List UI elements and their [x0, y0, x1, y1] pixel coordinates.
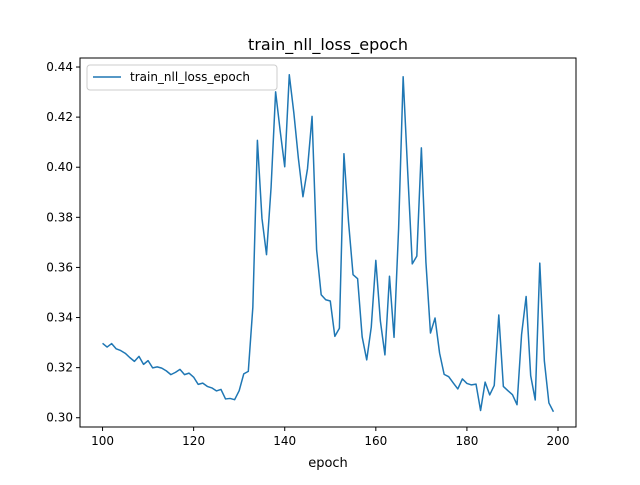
x-tick-label: 100 [91, 434, 114, 448]
y-tick-label: 0.42 [46, 110, 73, 124]
x-tick-label: 120 [182, 434, 205, 448]
x-axis: 100 120 140 160 180 200 [91, 427, 569, 448]
x-axis-label: epoch [308, 456, 348, 471]
legend: train_nll_loss_epoch [86, 64, 278, 91]
x-tick-label: 160 [364, 434, 387, 448]
legend-box [86, 64, 278, 91]
x-tick-label: 140 [273, 434, 296, 448]
y-tick-label: 0.32 [46, 361, 73, 375]
y-tick-label: 0.34 [46, 311, 73, 325]
axes-frame [79, 57, 577, 428]
x-tick-label: 180 [455, 434, 478, 448]
y-tick-label: 0.40 [46, 160, 73, 174]
y-tick-label: 0.30 [46, 411, 73, 425]
y-tick-label: 0.38 [46, 210, 73, 224]
legend-label: train_nll_loss_epoch [130, 70, 250, 84]
y-tick-label: 0.36 [46, 260, 73, 274]
x-tick-label: 200 [547, 434, 570, 448]
chart-title: train_nll_loss_epoch [248, 35, 408, 55]
y-tick-label: 0.44 [46, 60, 73, 74]
plot-area [102, 74, 555, 413]
y-axis: 0.30 0.32 0.34 0.36 0.38 0.40 0.42 0.44 [46, 60, 80, 425]
series-line [102, 74, 555, 413]
